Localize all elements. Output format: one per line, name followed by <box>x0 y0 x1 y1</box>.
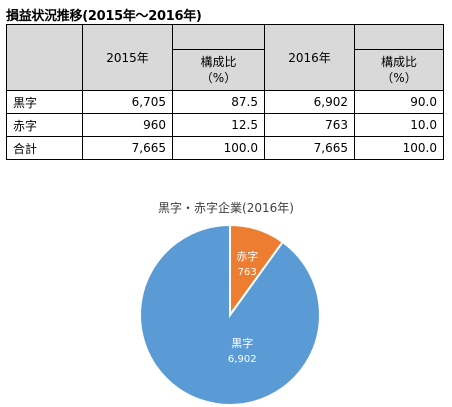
header-ratio-2016: 構成比 （%） <box>354 49 444 91</box>
table-row-black: 黒字 6,705 87.5 6,902 90.0 <box>6 90 444 114</box>
cell-value-2015: 7,665 <box>82 136 173 160</box>
ratio-2015-line2: （%） <box>200 71 237 85</box>
cell-ratio-2016: 100.0 <box>354 136 444 160</box>
cell-value-2016: 7,665 <box>264 136 355 160</box>
table-row-total: 合計 7,665 100.0 7,665 100.0 <box>6 136 444 160</box>
pie-chart-title: 黒字・赤字企業(2016年) <box>158 201 294 215</box>
ratio-2016-line2: （%） <box>381 71 417 85</box>
page-title: 損益状況推移(2015年～2016年) <box>6 9 202 24</box>
cell-ratio-2015: 12.5 <box>172 113 265 137</box>
profit-table: 2015年 2016年 構成比 （%） 構成比 （%） 黒字 6,705 87.… <box>6 24 444 160</box>
ratio-2015-line1: 構成比 <box>200 55 237 69</box>
pie-label-value: 6,902 <box>228 354 257 365</box>
cell-ratio-2016: 90.0 <box>354 90 444 114</box>
header-ratio-2016-top <box>354 24 444 50</box>
cell-value-2015: 6,705 <box>82 90 173 114</box>
row-label: 赤字 <box>6 113 83 137</box>
pie-slice-black <box>139 223 321 406</box>
pie-label-name: 赤字 <box>236 249 258 263</box>
ratio-2016-line1: 構成比 <box>380 55 417 69</box>
pie-label-value: 763 <box>238 267 257 278</box>
header-ratio-2015: 構成比 （%） <box>172 49 265 91</box>
table-row-red: 赤字 960 12.5 763 10.0 <box>6 113 444 137</box>
pie-label-name: 黒字 <box>231 336 253 350</box>
cell-value-2015: 960 <box>82 113 173 137</box>
cell-ratio-2016: 10.0 <box>354 113 444 137</box>
cell-ratio-2015: 87.5 <box>172 90 265 114</box>
cell-ratio-2015: 100.0 <box>172 136 265 160</box>
